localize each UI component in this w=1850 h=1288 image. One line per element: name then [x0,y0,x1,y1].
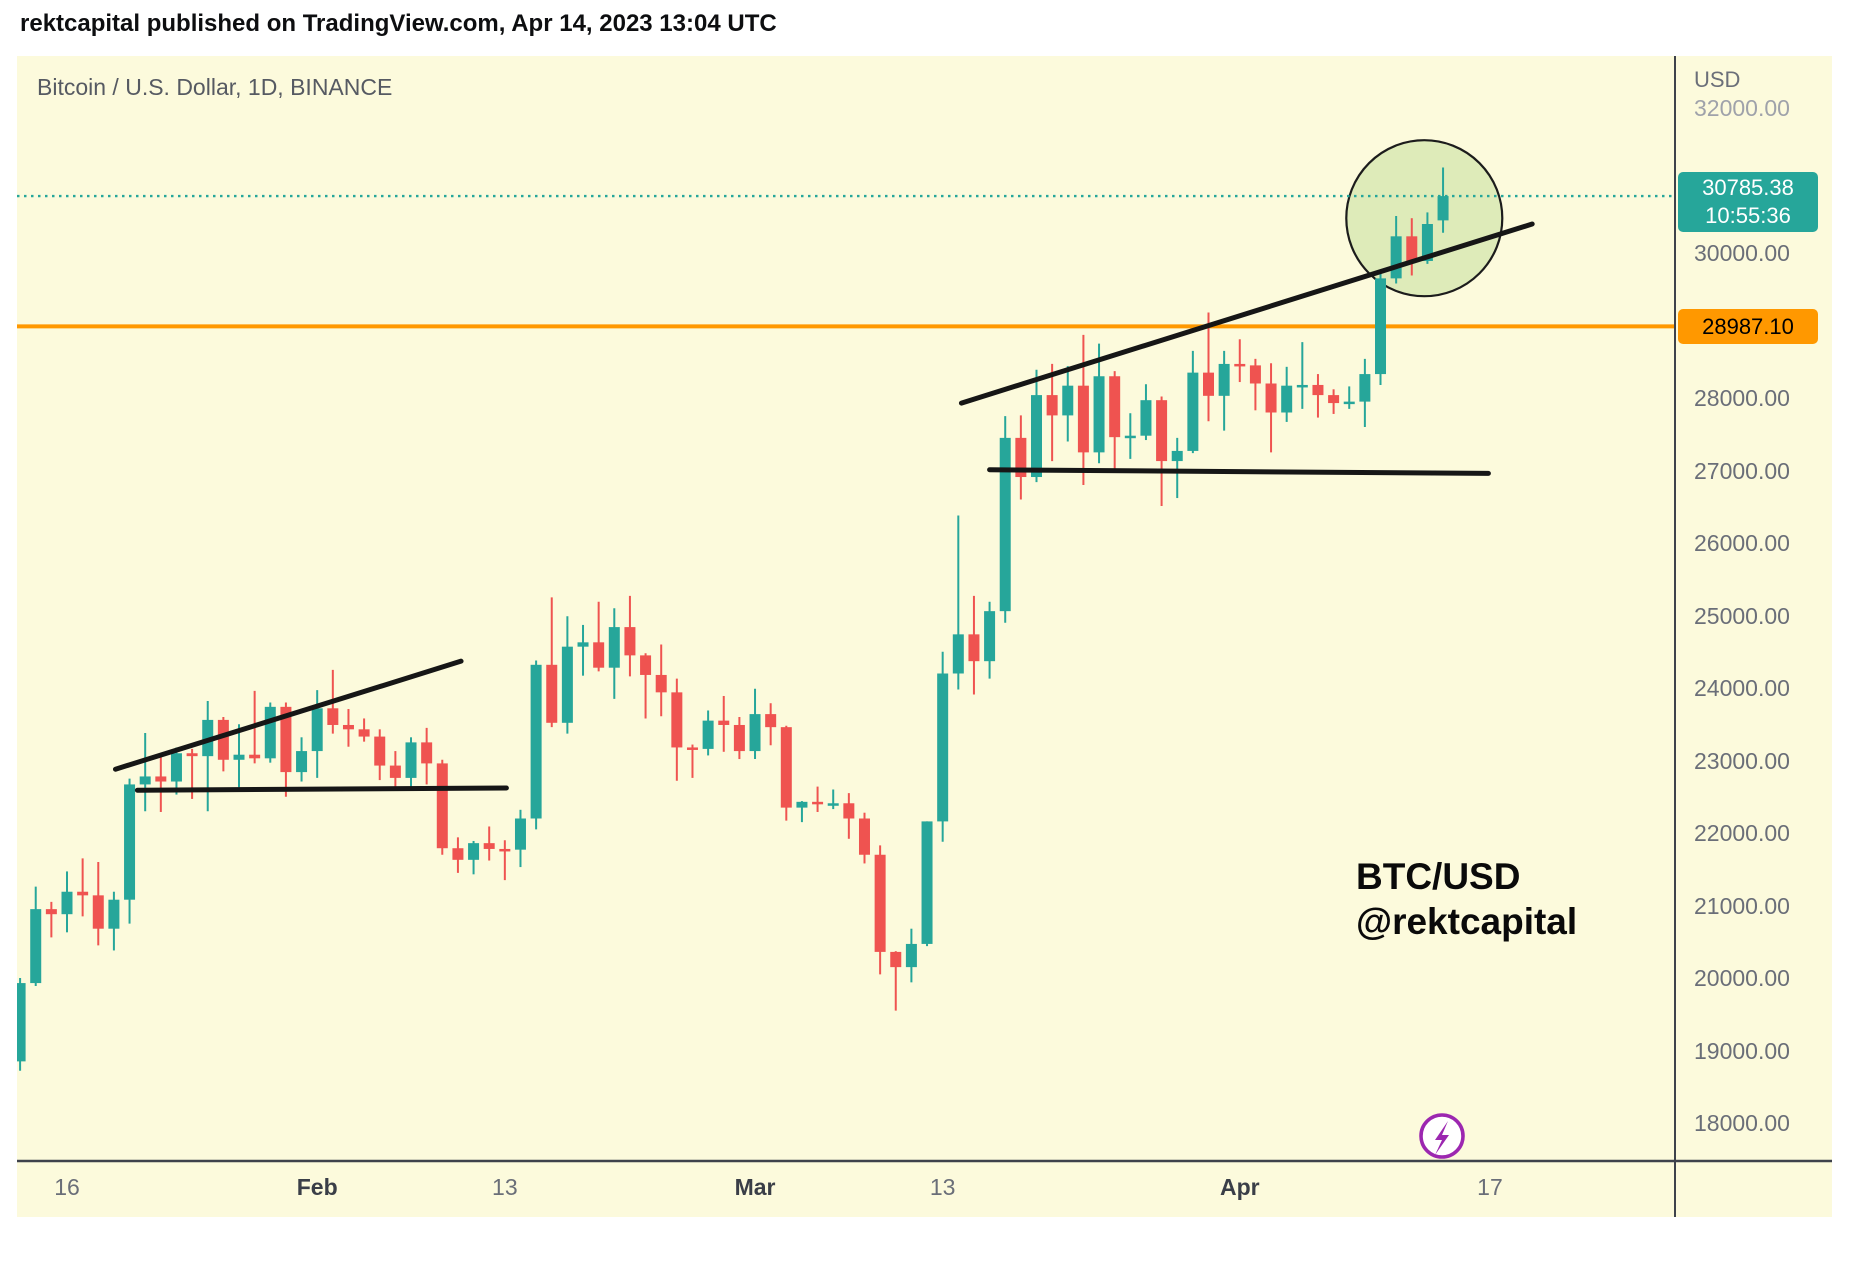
time-tick-17: 17 [1477,1174,1503,1200]
price-tick-32000: 32000.00 [1694,95,1790,121]
time-tick-13: 13 [929,1174,956,1200]
price-tick-20000: 20000.00 [1694,965,1790,991]
time-tick-Feb: Feb [296,1174,338,1200]
last-price-value: 30785.38 [1702,175,1794,200]
time-tick-Mar: Mar [734,1174,776,1200]
price-tick-22000: 22000.00 [1694,820,1790,846]
price-axis-currency-label: USD [1694,67,1741,92]
watermark-symbol: BTC/USD [1356,856,1521,897]
price-tick-24000: 24000.00 [1694,675,1790,701]
watermark-annotation: BTC/USD @rektcapital [1356,854,1577,944]
price-tick-26000: 26000.00 [1694,530,1790,556]
watermark-handle: @rektcapital [1356,901,1578,942]
price-tick-21000: 21000.00 [1694,892,1790,919]
bar-close-countdown: 10:55:36 [1705,203,1791,228]
price-tick-23000: 23000.00 [1694,747,1790,774]
price-tick-28000: 28000.00 [1694,385,1790,411]
time-tick-16: 16 [54,1174,80,1200]
price-tick-30000: 30000.00 [1694,240,1790,266]
last-price-badge: 30785.38 10:55:36 [1678,172,1818,232]
price-tick-18000: 18000.00 [1694,1110,1790,1136]
price-tick-19000: 19000.00 [1694,1037,1790,1064]
chart-surface[interactable] [17,56,1832,1217]
time-tick-13: 13 [492,1174,518,1200]
attribution-text: rektcapital published on TradingView.com… [20,10,777,37]
price-tick-25000: 25000.00 [1694,602,1790,629]
alert-price-badge: 28987.10 [1678,309,1818,344]
symbol-title: Bitcoin / U.S. Dollar, 1D, BINANCE [37,74,393,100]
price-tick-27000: 27000.00 [1694,457,1790,484]
footer-bar: TradingView [0,1217,1850,1288]
time-tick-Apr: Apr [1219,1174,1260,1200]
